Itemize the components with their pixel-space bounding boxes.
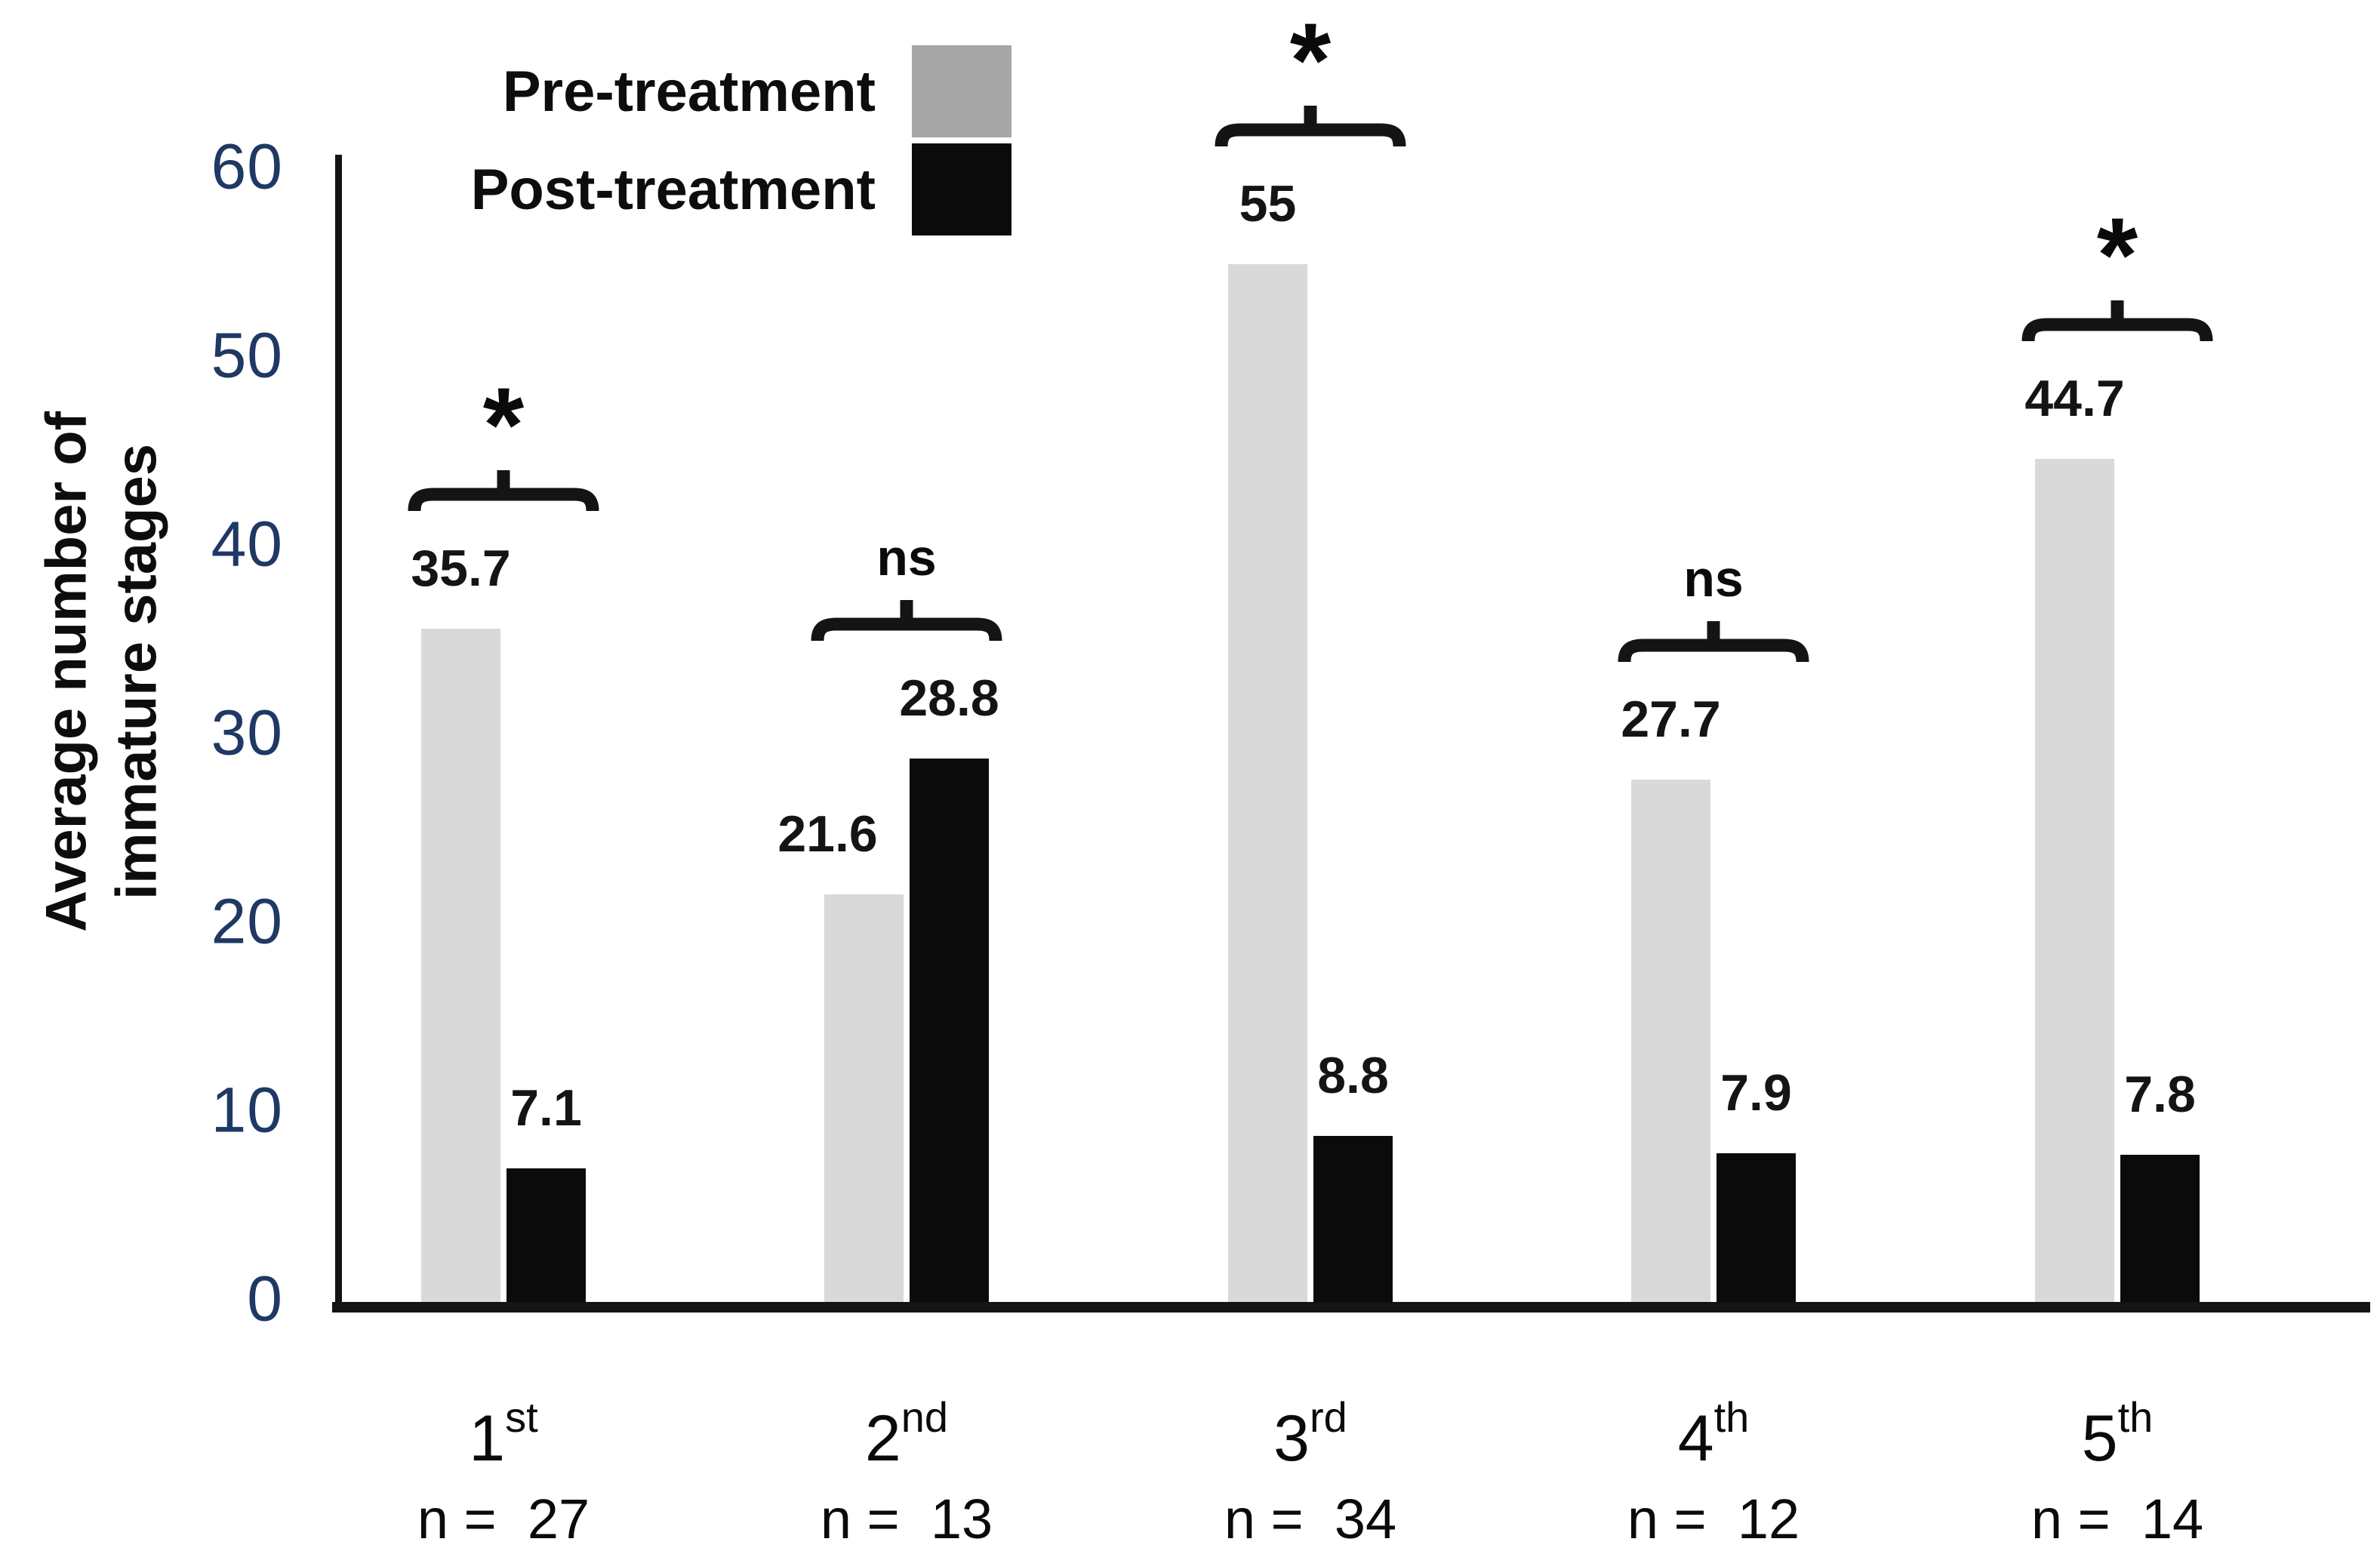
significance-brace-icon [1618, 615, 1809, 665]
value-label: 28.8 [899, 669, 999, 727]
value-label: 8.8 [1317, 1047, 1389, 1104]
post-treatment-bar-4 [1716, 1153, 1796, 1302]
value-label: 35.7 [411, 539, 511, 597]
value-label: 21.6 [777, 805, 878, 863]
significance-label: * [1289, 1, 1332, 119]
post-treatment-bar-2 [910, 759, 989, 1302]
pre-treatment-bar-1 [421, 628, 500, 1302]
y-tick-label-20: 20 [211, 885, 283, 957]
y-tick-label-60: 60 [211, 131, 283, 202]
category-label-3rd: 3rd [1273, 1393, 1347, 1475]
y-axis-title-line-1: Average number of [34, 411, 99, 932]
value-label: 44.7 [2024, 369, 2125, 427]
value-label: 27.7 [1621, 690, 1721, 748]
sample-size-label: n = 13 [820, 1488, 993, 1548]
post-treatment-bar-5 [2120, 1155, 2200, 1302]
value-label: 55 [1239, 175, 1297, 232]
y-axis-line [335, 155, 342, 1309]
significance-brace-icon [2021, 294, 2213, 344]
y-tick-label-50: 50 [211, 319, 283, 391]
significance-label: ns [1683, 549, 1744, 608]
category-label-1st: 1st [469, 1393, 538, 1475]
category-label-2nd: 2nd [864, 1393, 949, 1475]
value-label: 7.8 [2124, 1066, 2196, 1123]
sample-size-label: n = 14 [2031, 1488, 2204, 1548]
legend-swatch-icon [912, 45, 1011, 137]
pre-treatment-bar-3 [1228, 264, 1307, 1302]
pre-treatment-bar-4 [1631, 779, 1710, 1302]
value-label: 7.1 [510, 1079, 582, 1137]
significance-label: * [482, 365, 525, 484]
y-axis-title: Average number of immature stages [32, 411, 171, 932]
category-label-4th: 4th [1677, 1393, 1750, 1475]
significance-brace-icon [811, 594, 1002, 644]
sample-size-label: n = 27 [417, 1488, 590, 1548]
y-tick-label-40: 40 [211, 508, 283, 580]
y-tick-label-30: 30 [211, 697, 283, 768]
post-treatment-bar-3 [1313, 1136, 1393, 1302]
significance-label: * [2096, 195, 2138, 314]
significance-brace-icon [1215, 100, 1406, 149]
significance-label: ns [876, 529, 937, 586]
legend-label: Pre-treatment [502, 59, 876, 124]
pre-treatment-bar-2 [824, 894, 904, 1302]
category-label-5th: 5th [2081, 1393, 2154, 1475]
y-axis-title-line-2: immature stages [104, 443, 168, 900]
legend: Pre-treatment Post-treatment [393, 45, 1011, 242]
pre-treatment-bar-5 [2035, 458, 2114, 1302]
value-label: 7.9 [1720, 1063, 1792, 1122]
sample-size-label: n = 12 [1627, 1488, 1800, 1548]
significance-brace-icon [408, 464, 599, 514]
legend-label: Post-treatment [470, 157, 876, 222]
legend-item-pre-treatment: Pre-treatment [393, 45, 1011, 137]
y-tick-label-0: 0 [247, 1263, 283, 1334]
post-treatment-bar-1 [506, 1168, 586, 1302]
x-axis-line [332, 1302, 2370, 1313]
sample-size-label: n = 34 [1224, 1488, 1397, 1548]
legend-swatch-icon [912, 143, 1011, 235]
legend-item-post-treatment: Post-treatment [393, 143, 1011, 235]
y-tick-label-10: 10 [211, 1074, 283, 1146]
